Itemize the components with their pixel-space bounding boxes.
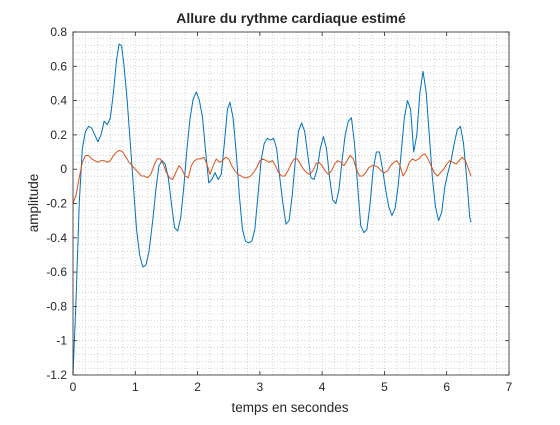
minor-grid — [73, 32, 509, 375]
y-tick-label: -0.8 — [46, 299, 67, 313]
chart-title: Allure du rythme cardiaque estimé — [176, 10, 406, 26]
x-tick-label: 0 — [70, 380, 77, 394]
y-tick-label: -0.2 — [46, 197, 67, 211]
x-axis-label: temps en secondes — [231, 400, 348, 415]
y-tick-label: 0.2 — [50, 128, 67, 142]
x-axis: 0 1 2 3 4 5 6 7 — [70, 32, 513, 394]
y-tick-label: -0.4 — [46, 231, 67, 245]
y-tick-label: -0.6 — [46, 265, 67, 279]
x-tick-label: 5 — [381, 380, 388, 394]
x-tick-label: 4 — [319, 380, 326, 394]
x-tick-label: 7 — [506, 380, 513, 394]
series-layer — [72, 43, 472, 376]
y-tick-label: -1.2 — [46, 368, 67, 382]
x-tick-label: 3 — [257, 380, 264, 394]
series-line-1 — [72, 43, 472, 376]
y-tick-label: -1 — [56, 334, 67, 348]
x-tick-label: 1 — [132, 380, 139, 394]
series-line-2 — [72, 149, 472, 204]
y-tick-label: 0.4 — [50, 94, 67, 108]
y-axis-label: amplitude — [26, 174, 41, 233]
y-tick-label: 0.8 — [50, 25, 67, 39]
y-tick-label: 0 — [60, 162, 67, 176]
y-axis: 0.8 0.6 0.4 0.2 0 -0.2 -0.4 -0.6 -0.8 -1 -1.2 — [46, 25, 509, 382]
x-tick-label: 2 — [194, 380, 201, 394]
y-tick-label: 0.6 — [50, 59, 67, 73]
x-tick-label: 6 — [443, 380, 450, 394]
